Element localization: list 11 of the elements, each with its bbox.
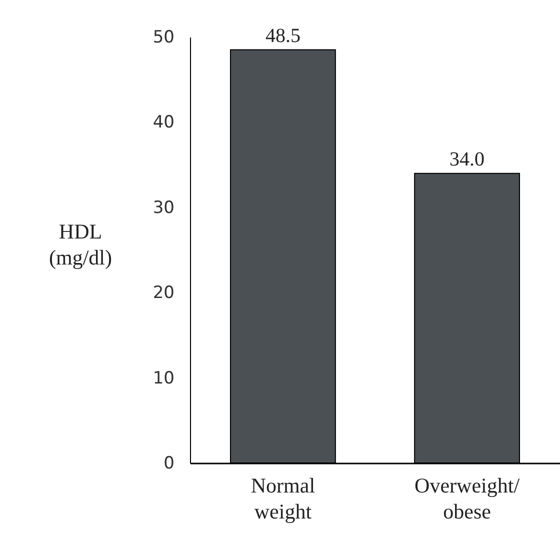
y-tick-label: 20: [152, 283, 174, 304]
y-axis-title: HDL (mg/dl): [49, 220, 112, 270]
y-tick-label: 30: [152, 198, 174, 218]
x-tick-label: Normal weight: [250, 474, 316, 524]
data-label: 34.0: [450, 148, 485, 170]
y-tick-label: 50: [152, 28, 174, 48]
y-tick-label: 0: [164, 454, 174, 474]
x-tick-label: Overweight/obese: [414, 474, 520, 524]
y-tick-label: 10: [152, 368, 174, 388]
y-tick-label: 40: [152, 112, 174, 133]
data-label: 48.5: [265, 24, 300, 47]
